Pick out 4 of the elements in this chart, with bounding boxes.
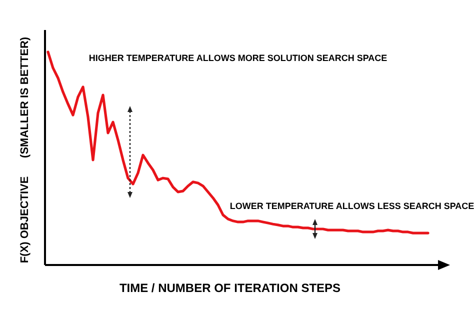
annotation: HIGHER TEMPERATURE ALLOWS MORE SOLUTION SEARCH SPACE xyxy=(88,53,388,63)
y-axis-title: F(X) OBJECTIVE (SMALLER IS BETTER) xyxy=(19,36,31,264)
annotation: LOWER TEMPERATURE ALLOWS LESS SEARCH SPACE xyxy=(230,201,474,211)
x-axis-title: TIME / NUMBER OF ITERATION STEPS xyxy=(119,281,341,295)
